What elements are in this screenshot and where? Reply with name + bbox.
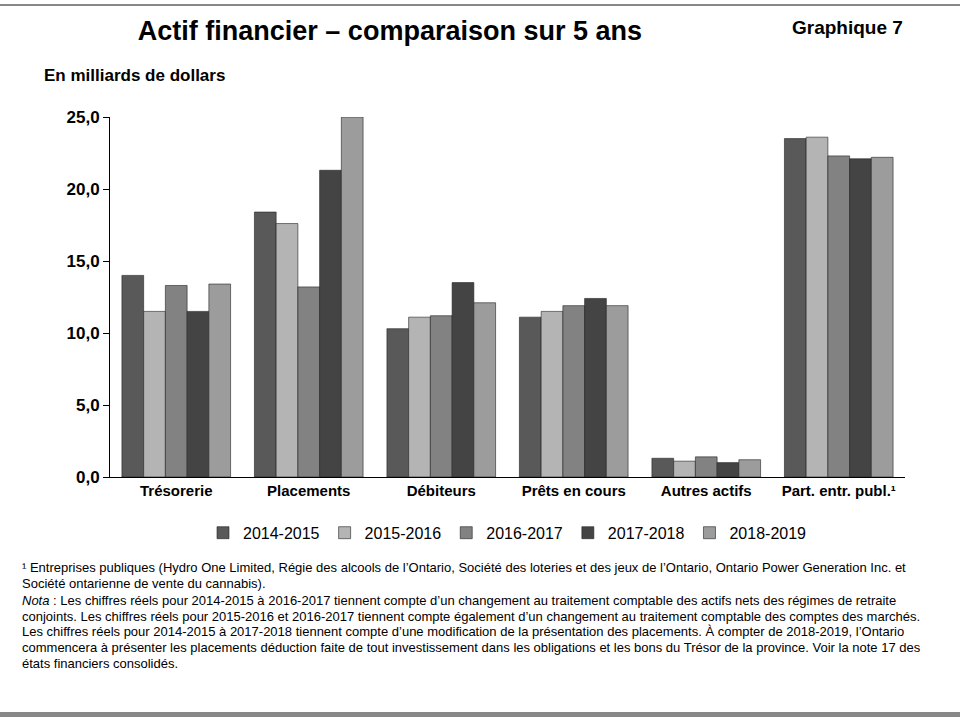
svg-text:2014-2015: 2014-2015 xyxy=(243,525,320,542)
svg-text:Débiteurs: Débiteurs xyxy=(407,482,476,499)
svg-text:Trésorerie: Trésorerie xyxy=(140,482,213,499)
svg-text:5,0: 5,0 xyxy=(76,396,100,415)
svg-text:Prêts en cours: Prêts en cours xyxy=(522,482,626,499)
svg-text:Autres actifs: Autres actifs xyxy=(661,482,752,499)
svg-text:2017-2018: 2017-2018 xyxy=(608,525,685,542)
svg-text:2015-2016: 2015-2016 xyxy=(365,525,442,542)
svg-text:Placements: Placements xyxy=(267,482,350,499)
html-text:¹ Entreprises publiques (Hydro: ¹ Entreprises publiques (Hydro One Limit… xyxy=(22,560,906,591)
svg-text:10,0: 10,0 xyxy=(67,324,100,343)
html-text:Nota: Les chiffres réels pour: Nota: Les chiffres réels pour 2014-2015 … xyxy=(22,592,921,672)
svg-text:Graphique 7: Graphique 7 xyxy=(792,17,903,38)
svg-text:25,0: 25,0 xyxy=(67,108,100,127)
svg-text:15,0: 15,0 xyxy=(67,252,100,271)
svg-text:2016-2017: 2016-2017 xyxy=(486,525,563,542)
svg-text:Part. entr. publ.¹: Part. entr. publ.¹ xyxy=(782,482,896,499)
svg-text:En milliards de dollars: En milliards de dollars xyxy=(44,66,225,85)
svg-text:0,0: 0,0 xyxy=(76,468,100,487)
svg-text:2018-2019: 2018-2019 xyxy=(729,525,806,542)
svg-text:Actif financier – comparaison: Actif financier – comparaison sur 5 ans xyxy=(138,16,642,46)
svg-text:20,0: 20,0 xyxy=(67,180,100,199)
